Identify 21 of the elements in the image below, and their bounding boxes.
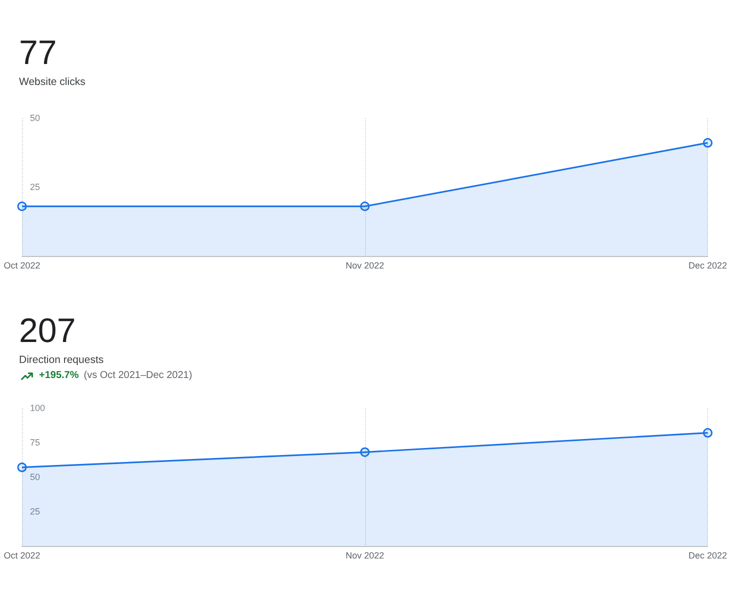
point bbox=[360, 447, 370, 457]
y-tick-label: 75 bbox=[30, 438, 40, 448]
chart-subtitle: Website clicks bbox=[19, 75, 86, 89]
y-tick-label: 50 bbox=[30, 113, 40, 123]
y-tick-label: 25 bbox=[30, 182, 40, 192]
x-tick-label: Dec 2022 bbox=[688, 550, 727, 560]
y-tick-label: 100 bbox=[30, 403, 46, 413]
y-tick-label: 50 bbox=[30, 472, 40, 482]
x-tick-label: Nov 2022 bbox=[346, 550, 384, 560]
text: +195.7% bbox=[39, 369, 79, 382]
x-tick-label: Dec 2022 bbox=[688, 260, 727, 270]
chart-title: 77 bbox=[19, 34, 57, 72]
x-tick-label: Nov 2022 bbox=[346, 260, 384, 270]
point bbox=[702, 428, 712, 438]
point bbox=[17, 462, 27, 472]
chart-title: 207 bbox=[19, 312, 76, 350]
x-tick-label: Oct 2022 bbox=[4, 550, 40, 560]
y-tick-label: 25 bbox=[30, 506, 40, 516]
chart-subtitle: Direction requests bbox=[19, 353, 104, 367]
x-tick-label: Oct 2022 bbox=[4, 260, 40, 270]
text: (vs Oct 2021–Dec 2021) bbox=[84, 369, 192, 382]
